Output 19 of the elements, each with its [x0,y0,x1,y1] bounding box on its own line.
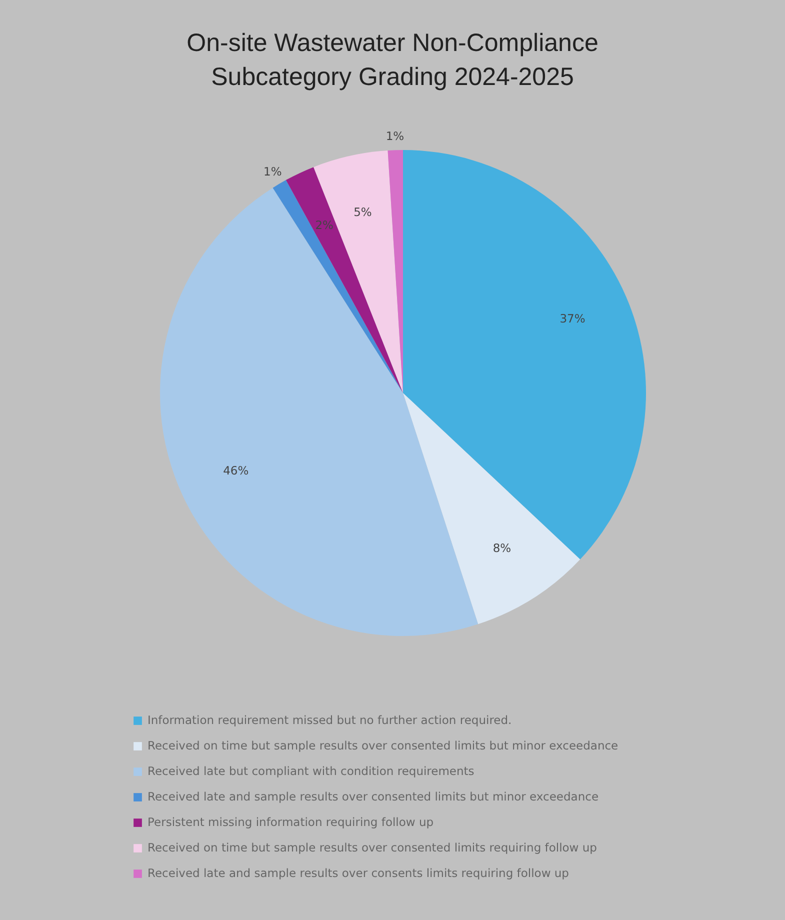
legend-label: Received on time but sample results over consented limits requiring follow up [148,840,597,854]
legend-label: Persistent missing information requiring follow up [148,814,434,829]
legend-label: Information requirement missed but no further action required. [148,712,512,727]
data-label: 46% [223,464,249,478]
pie-slice [403,150,646,560]
legend-label: Received late and sample results over consented limits but minor exceedance [148,789,599,804]
data-label: 1% [386,129,404,144]
legend-label: Received late and sample results over consents limits requiring follow up [148,866,569,880]
legend-label: Received on time but sample results over consented limits but minor exceedance [148,738,618,752]
data-label: 1% [264,164,282,179]
legend-label: Received late but compliant with condition requirements [148,764,474,778]
data-label: 5% [354,204,372,219]
data-label: 37% [560,312,586,326]
pie-slice [314,150,403,393]
data-label: 2% [315,218,334,232]
pie-slice [403,393,580,624]
chart-title: On-site Wastewater Non-Compliance Subcategory Grading 2024-2025 [186,29,598,91]
data-label: 8% [492,540,512,555]
pie-slice [160,188,478,636]
